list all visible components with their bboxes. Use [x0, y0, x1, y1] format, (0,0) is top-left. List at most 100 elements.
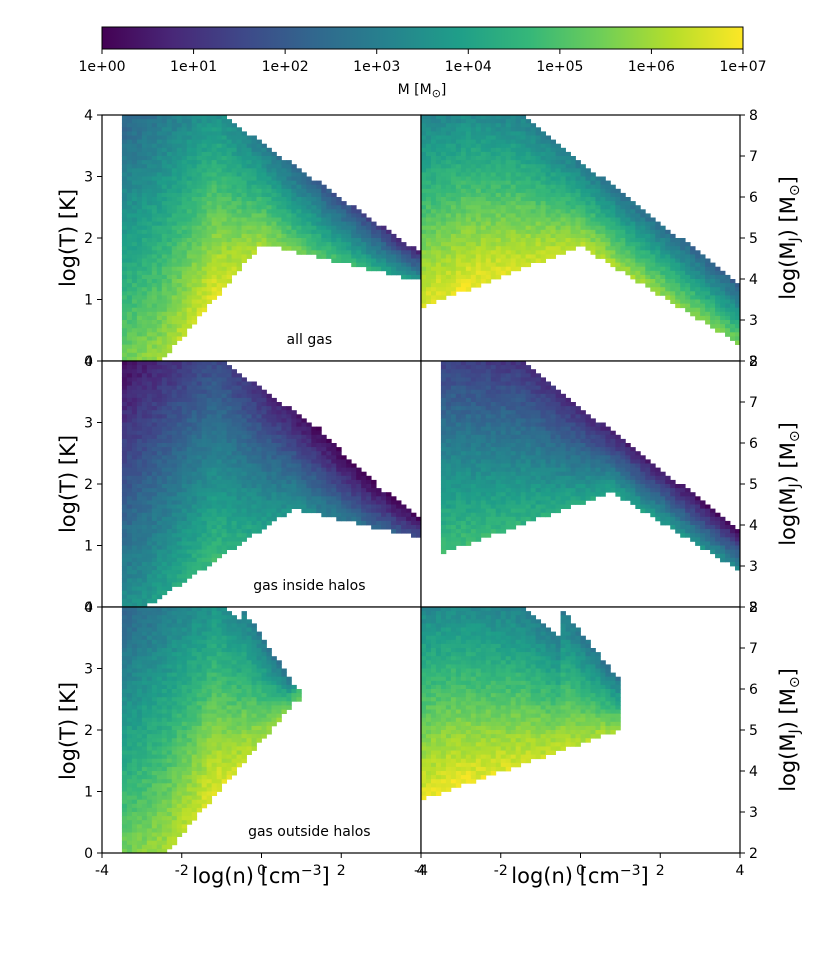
- heatmap-cell: [196, 233, 203, 239]
- heatmap-cell: [171, 233, 178, 239]
- heatmap-cell: [221, 233, 228, 239]
- heatmap-cell: [485, 192, 492, 198]
- heatmap-cell: [525, 233, 532, 239]
- heatmap-cell: [156, 533, 163, 538]
- heatmap-cell: [201, 426, 208, 432]
- heatmap-cell: [655, 242, 661, 247]
- heatmap-cell: [500, 217, 507, 222]
- heatmap-cell: [146, 123, 153, 128]
- heatmap-cell: [271, 209, 277, 214]
- heatmap-cell: [515, 258, 522, 263]
- heatmap-cell: [206, 447, 213, 452]
- heatmap-cell: [366, 238, 372, 243]
- heatmap-cell: [176, 365, 183, 370]
- heatmap-cell: [231, 225, 237, 231]
- heatmap-cell: [246, 143, 252, 149]
- heatmap-cell: [650, 254, 656, 259]
- heatmap-cell: [176, 119, 183, 124]
- heatmap-cell: [136, 590, 143, 596]
- heatmap-cell: [141, 406, 148, 411]
- heatmap-cell: [530, 123, 537, 128]
- heatmap-cell: [161, 520, 168, 526]
- heatmap-cell: [281, 188, 287, 194]
- heatmap-cell: [166, 270, 173, 276]
- heatmap-cell: [580, 192, 586, 198]
- heatmap-cell: [261, 160, 267, 165]
- heatmap-cell: [256, 197, 262, 202]
- heatmap-cell: [530, 176, 537, 181]
- heatmap-cell: [161, 512, 168, 518]
- heatmap-cell: [525, 131, 532, 136]
- heatmap-cell: [351, 246, 357, 251]
- heatmap-cell: [560, 233, 566, 239]
- heatmap-cell: [216, 127, 223, 132]
- heatmap-cell: [146, 151, 153, 157]
- heatmap-cell: [435, 147, 442, 153]
- heatmap-cell: [630, 233, 636, 239]
- heatmap-cell: [500, 258, 507, 263]
- heatmap-cell: [675, 291, 681, 296]
- heatmap-cell: [440, 184, 447, 190]
- heatmap-cell: [191, 229, 198, 235]
- heatmap-cell: [126, 197, 133, 202]
- heatmap-cell: [136, 197, 143, 202]
- heatmap-cell: [121, 242, 128, 247]
- heatmap-cell: [131, 315, 138, 321]
- heatmap-cell: [520, 139, 527, 145]
- heatmap-cell: [500, 242, 507, 247]
- heatmap-cell: [281, 209, 287, 214]
- heatmap-cell: [440, 197, 447, 202]
- heatmap-cell: [211, 463, 218, 468]
- heatmap-cell: [475, 201, 482, 206]
- heatmap-cell: [191, 479, 198, 485]
- heatmap-cell: [121, 561, 128, 567]
- heatmap-cell: [565, 160, 571, 165]
- heatmap-cell: [166, 463, 173, 468]
- heatmap-cell: [191, 233, 198, 239]
- heatmap-cell: [156, 188, 163, 194]
- heatmap-cell: [141, 590, 148, 596]
- heatmap-cell: [685, 299, 691, 304]
- heatmap-cell: [181, 570, 188, 575]
- heatmap-cell: [131, 287, 138, 292]
- heatmap-cell: [510, 127, 517, 132]
- heatmap-cell: [610, 233, 616, 239]
- heatmap-cell: [276, 156, 282, 161]
- heatmap-cell: [241, 151, 247, 157]
- heatmap-cell: [450, 139, 457, 145]
- heatmap-cell: [465, 274, 472, 280]
- heatmap-cell: [231, 176, 237, 181]
- heatmap-cell: [201, 246, 208, 251]
- heatmap-cell: [580, 176, 586, 181]
- heatmap-cell: [291, 201, 297, 206]
- heatmap-cell: [306, 184, 312, 190]
- heatmap-cell: [500, 123, 507, 128]
- heatmap-cell: [136, 332, 143, 337]
- heatmap-cell: [361, 229, 367, 235]
- heatmap-cell: [166, 262, 173, 268]
- heatmap-cell: [256, 225, 262, 231]
- heatmap-cell: [181, 566, 188, 571]
- heatmap-cell: [146, 410, 153, 415]
- heatmap-cell: [186, 479, 193, 485]
- heatmap-cell: [470, 274, 477, 280]
- heatmap-cell: [156, 582, 163, 587]
- heatmap-cell: [695, 266, 701, 272]
- heatmap-cell: [470, 147, 477, 153]
- heatmap-cell: [550, 164, 556, 169]
- heatmap-cell: [450, 160, 457, 165]
- heatmap-cell: [425, 229, 432, 235]
- heatmap-cell: [171, 488, 178, 493]
- heatmap-cell: [435, 143, 442, 149]
- heatmap-cell: [161, 160, 168, 165]
- heatmap-cell: [440, 131, 447, 136]
- heatmap-cell: [460, 246, 467, 251]
- heatmap-cell: [570, 192, 576, 198]
- heatmap-cell: [640, 258, 646, 263]
- heatmap-cell: [146, 332, 153, 337]
- heatmap-cell: [121, 553, 128, 559]
- heatmap-cell: [430, 156, 437, 161]
- heatmap-cell: [480, 238, 487, 243]
- heatmap-cell: [695, 274, 701, 280]
- heatmap-cell: [221, 443, 228, 448]
